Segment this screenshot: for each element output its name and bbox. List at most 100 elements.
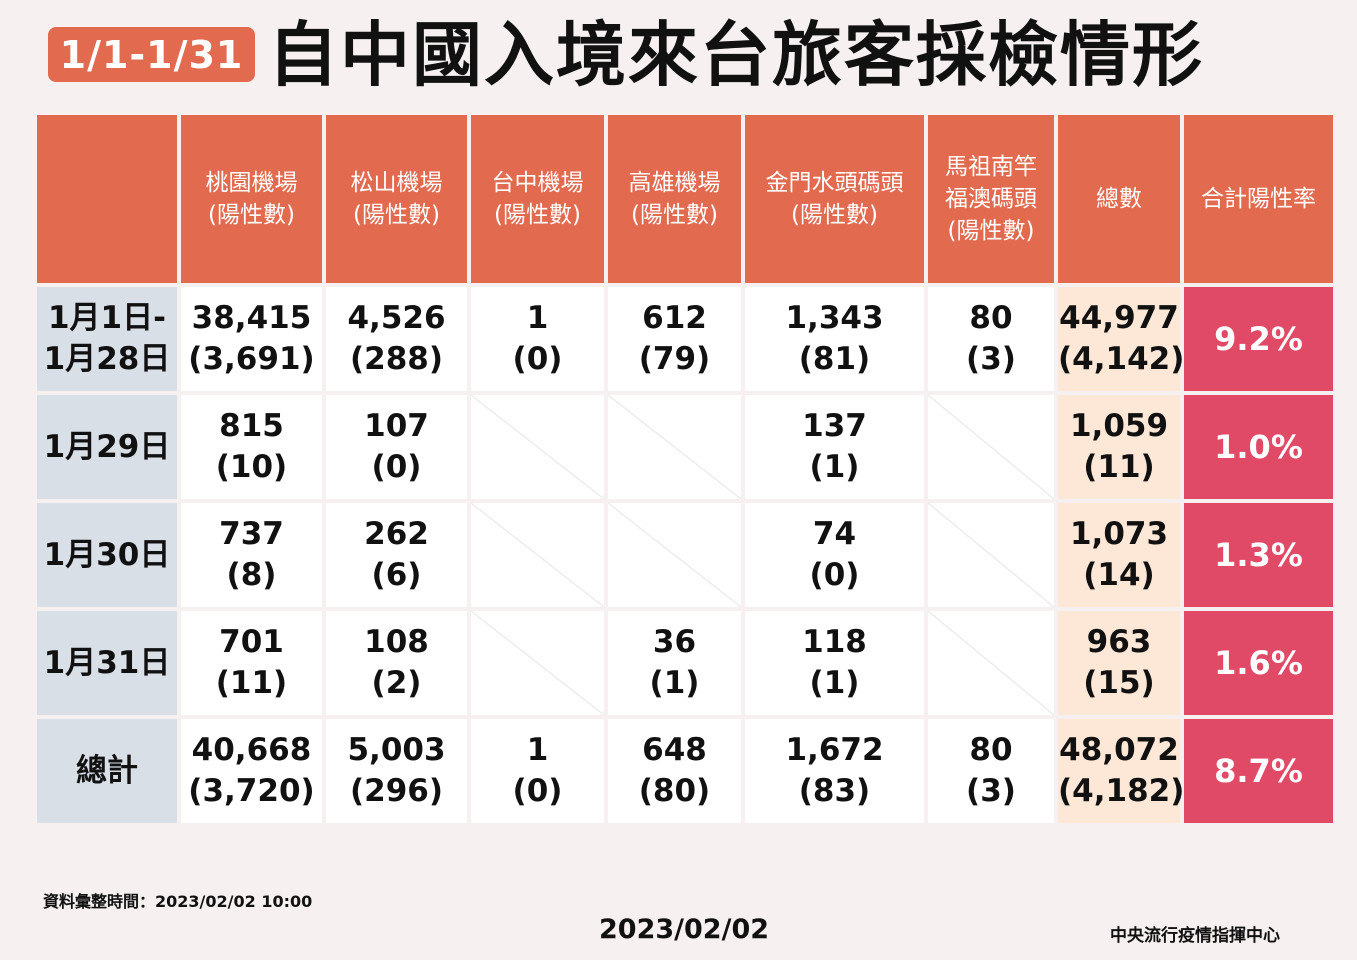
passenger-count: 815	[219, 408, 284, 444]
empty-cell	[928, 395, 1054, 499]
passenger-count: 262	[364, 516, 429, 552]
row-label-line: 1月30日	[43, 536, 171, 573]
data-cell: 1,672 (83)	[745, 719, 924, 823]
column-header: 金門水頭碼頭 (陽性數)	[745, 115, 924, 283]
data-cell: 40,668 (3,720)	[181, 719, 322, 823]
positive-count: (3,691)	[188, 341, 315, 377]
data-cell: 80 (3)	[928, 287, 1054, 391]
positive-count: (3)	[966, 341, 1016, 377]
column-header-line: 桃園機場	[205, 170, 298, 196]
total-passenger-count: 48,072	[1059, 732, 1179, 768]
total-cell: 48,072 (4,182)	[1058, 719, 1185, 823]
data-cell: 1 (0)	[471, 719, 604, 823]
positive-count: (1)	[649, 665, 700, 701]
positive-count: (296)	[349, 773, 444, 809]
column-header-line: 合計陽性率	[1201, 186, 1316, 212]
positive-count: (10)	[215, 449, 288, 485]
data-cell: 612 (79)	[608, 287, 741, 391]
total-passenger-count: 1,059	[1069, 408, 1169, 444]
empty-cell	[928, 503, 1054, 607]
total-cell: 44,977 (4,142)	[1058, 287, 1184, 391]
empty-cell	[471, 395, 604, 499]
total-passenger-count: 963	[1086, 624, 1152, 660]
total-cell: 1,073 (14)	[1058, 503, 1180, 607]
header: 1/1-1/31 自中國入境來台旅客採檢情形	[0, 0, 1357, 110]
positive-rate-cell: 9.2%	[1184, 287, 1333, 391]
passenger-count: 74	[812, 516, 857, 552]
compiled-time-note: 資料彙整時間：2023/02/02 10:00	[43, 892, 313, 911]
row-label-line: 1月1日-	[47, 300, 166, 336]
column-header-line: 台中機場	[491, 170, 584, 196]
column-header-line: (陽性數)	[353, 202, 440, 228]
column-header: 高雄機場 (陽性數)	[608, 115, 741, 283]
passenger-count: 612	[642, 300, 707, 336]
passenger-count: 36	[652, 624, 697, 660]
data-cell: 74 (0)	[745, 503, 924, 607]
positive-count: (2)	[371, 665, 422, 701]
data-cell: 648 (80)	[608, 719, 741, 823]
data-cell: 5,003 (296)	[326, 719, 467, 823]
footer-date: 2023/02/02	[599, 914, 770, 945]
data-cell: 737 (8)	[181, 503, 322, 607]
table-row: 1月31日 701 (11) 108 (2) 36 (1) 118 (1) 963 (15) 1.6%	[37, 611, 1333, 715]
positive-count: (1)	[809, 665, 860, 701]
passenger-count: 5,003	[347, 732, 446, 768]
data-cell: 80 (3)	[928, 719, 1054, 823]
row-label-line: 1月28日	[43, 341, 171, 377]
column-header-line: 松山機場	[350, 170, 443, 196]
positive-count: (80)	[638, 773, 711, 809]
total-positive-count: (4,182)	[1058, 773, 1185, 809]
passenger-count: 38,415	[191, 300, 312, 336]
date-range-badge: 1/1-1/31	[48, 27, 255, 82]
passenger-count: 108	[364, 624, 429, 660]
passenger-count: 701	[219, 624, 284, 660]
positive-count: (1)	[809, 449, 860, 485]
column-header: 台中機場 (陽性數)	[471, 115, 604, 283]
stats-table: 桃園機場 (陽性數) 松山機場 (陽性數) 台中機場 (陽性數) 高雄機場 (陽性數) 金門水頭…	[33, 111, 1337, 827]
positive-count: (0)	[512, 341, 563, 377]
empty-cell	[608, 395, 741, 499]
total-passenger-count: 1,073	[1069, 516, 1169, 552]
data-cell: 815 (10)	[181, 395, 322, 499]
data-cell: 38,415 (3,691)	[181, 287, 322, 391]
passenger-count: 648	[642, 732, 707, 768]
positive-count: (0)	[809, 557, 860, 593]
column-header-line: 總數	[1096, 186, 1142, 212]
positive-count: (8)	[226, 557, 277, 593]
passenger-count: 4,526	[347, 300, 446, 336]
passenger-count: 137	[802, 408, 867, 444]
passenger-count: 40,668	[191, 732, 312, 768]
empty-cell	[471, 611, 604, 715]
positive-count: (6)	[371, 557, 422, 593]
passenger-count: 1,672	[785, 732, 884, 768]
page-title: 自中國入境來台旅客採檢情形	[268, 14, 1204, 96]
row-label: 1月29日	[37, 395, 177, 499]
column-header: 合計陽性率	[1184, 115, 1333, 283]
table-row: 1月29日 815 (10) 107 (0) 137 (1) 1,059 (11) 1.0%	[37, 395, 1333, 499]
data-cell: 1 (0)	[471, 287, 604, 391]
data-cell: 4,526 (288)	[326, 287, 467, 391]
column-header-line: (陽性數)	[494, 202, 581, 228]
column-header: 桃園機場 (陽性數)	[181, 115, 322, 283]
positive-count: (288)	[349, 341, 444, 377]
column-header-line: (陽性數)	[791, 202, 878, 228]
total-positive-count: (15)	[1083, 665, 1155, 701]
row-label: 總計	[37, 719, 177, 823]
data-cell: 108 (2)	[326, 611, 467, 715]
positive-rate-cell: 1.0%	[1184, 395, 1333, 499]
column-header-line: (陽性數)	[631, 202, 718, 228]
passenger-count: 80	[969, 300, 1013, 336]
table-row: 1月30日 737 (8) 262 (6) 74 (0) 1,073 (14) 1.3%	[37, 503, 1333, 607]
passenger-count: 1,343	[785, 300, 884, 336]
column-header-line: (陽性數)	[208, 202, 295, 228]
passenger-count: 737	[219, 516, 284, 552]
total-positive-count: (11)	[1083, 449, 1155, 485]
column-header: 松山機場 (陽性數)	[326, 115, 467, 283]
data-cell: 262 (6)	[326, 503, 467, 607]
total-positive-count: (14)	[1083, 557, 1155, 593]
column-header-line: 馬祖南竿	[945, 154, 1037, 180]
positive-count: (79)	[638, 341, 711, 377]
passenger-count: 1	[526, 300, 549, 336]
positive-rate-cell: 8.7%	[1184, 719, 1333, 823]
column-header: 總數	[1058, 115, 1180, 283]
